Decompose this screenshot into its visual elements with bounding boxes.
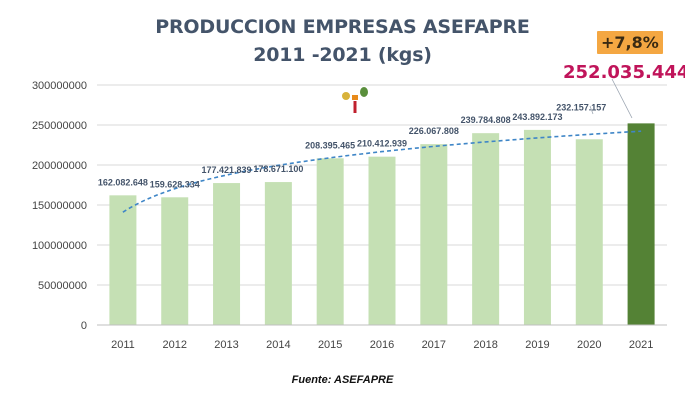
y-tick-label: 250000000 bbox=[32, 120, 87, 132]
chart-subtitle: 2011 -2021 (kgs) bbox=[253, 44, 432, 66]
data-label: 226.067.808 bbox=[409, 126, 459, 136]
y-tick-label: 100000000 bbox=[32, 240, 87, 252]
data-label: 239.784.808 bbox=[461, 115, 511, 125]
bar bbox=[368, 156, 396, 325]
x-tick-label: 2014 bbox=[266, 339, 290, 351]
data-label: 177.421.839 bbox=[202, 165, 252, 175]
growth-badge: +7,8% bbox=[597, 31, 663, 54]
bar bbox=[575, 139, 603, 325]
leader-line-2021 bbox=[611, 78, 633, 119]
data-label: 232.157.157 bbox=[556, 102, 606, 112]
y-tick-label: 150000000 bbox=[32, 200, 87, 212]
chart-title: PRODUCCION EMPRESAS ASEFAPRE bbox=[155, 16, 530, 38]
asefapre-logo bbox=[342, 87, 368, 113]
data-label: 243.892.173 bbox=[512, 112, 562, 122]
x-tick-label: 2012 bbox=[162, 339, 186, 351]
x-tick-label: 2020 bbox=[577, 339, 601, 351]
bar bbox=[420, 144, 448, 325]
x-tick-label: 2019 bbox=[525, 339, 549, 351]
bar bbox=[316, 158, 344, 325]
source-note: Fuente: ASEFAPRE bbox=[291, 374, 394, 386]
data-label: 178.671.100 bbox=[253, 164, 303, 174]
y-tick-label: 50000000 bbox=[38, 280, 87, 292]
data-label: 159.628.334 bbox=[150, 179, 200, 189]
x-tick-label: 2016 bbox=[370, 339, 394, 351]
x-tick-label: 2011 bbox=[111, 339, 135, 351]
bar bbox=[472, 133, 500, 325]
x-tick-label: 2013 bbox=[214, 339, 238, 351]
bar-highlight bbox=[627, 123, 655, 325]
data-label: 208.395.465 bbox=[305, 140, 355, 150]
data-label: 210.412.939 bbox=[357, 139, 407, 149]
bar bbox=[213, 183, 241, 325]
bar bbox=[264, 182, 292, 325]
y-tick-label: 200000000 bbox=[32, 160, 87, 172]
bar bbox=[523, 129, 551, 325]
x-tick-label: 2021 bbox=[629, 339, 653, 351]
data-label: 162.082.648 bbox=[98, 177, 148, 187]
x-tick-label: 2015 bbox=[318, 339, 342, 351]
trendline bbox=[122, 130, 642, 213]
highlight-value-label: 252.035.444 bbox=[563, 62, 685, 83]
x-tick-label: 2017 bbox=[422, 339, 446, 351]
y-tick-label: 0 bbox=[81, 320, 87, 332]
y-tick-label: 300000000 bbox=[32, 80, 87, 92]
bar bbox=[161, 197, 189, 325]
bar bbox=[109, 195, 137, 325]
x-tick-label: 2018 bbox=[473, 339, 497, 351]
leader-line-2020 bbox=[589, 105, 594, 115]
